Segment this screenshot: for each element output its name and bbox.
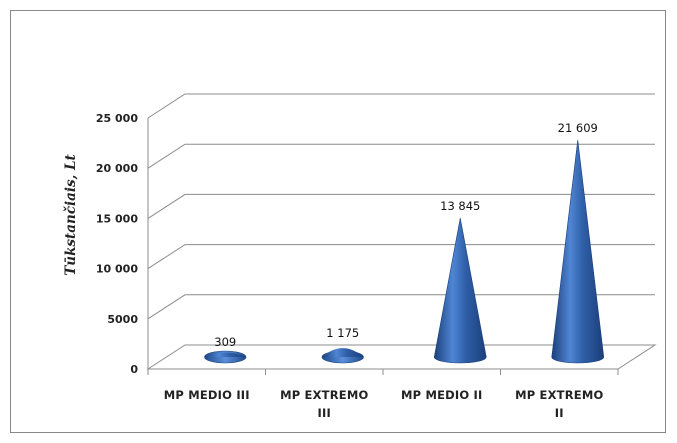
x-category-label: MP EXTREMO — [515, 388, 603, 402]
y-tick-label: 20 000 — [96, 162, 138, 175]
x-category-label: II — [555, 406, 564, 420]
gridline — [147, 143, 655, 169]
data-label: 21 609 — [558, 121, 598, 135]
gridline — [147, 244, 655, 270]
y-axis-label: Tūkstančiais, Lt — [63, 153, 79, 275]
data-label: 309 — [214, 335, 236, 349]
data-label: 13 845 — [440, 199, 480, 213]
gridline — [147, 294, 655, 320]
cone-body — [204, 352, 247, 357]
cone-bar — [321, 348, 364, 364]
data-label: 1 175 — [326, 326, 359, 340]
y-tick-label: 0 — [130, 363, 138, 376]
cone-bar — [204, 350, 247, 364]
y-tick-label: 25 000 — [96, 112, 138, 125]
y-tick-label: 10 000 — [96, 263, 138, 276]
cone-bar — [433, 217, 487, 364]
cones — [204, 140, 605, 364]
cone-bar — [551, 140, 605, 364]
gridline — [147, 193, 655, 219]
x-category-label: III — [318, 406, 331, 420]
labels: 0 5000 10 000 15 000 20 000 25 000 309 MP MEDIO… — [96, 112, 603, 420]
gridline — [147, 93, 655, 119]
x-category-label: MP EXTREMO — [280, 388, 368, 402]
cone-body — [433, 217, 487, 364]
x-category-label: MP MEDIO II — [401, 388, 483, 402]
x-category-label: MP MEDIO III — [164, 388, 250, 402]
gridlines — [147, 93, 655, 320]
axes — [146, 118, 657, 375]
chart-floor — [146, 344, 657, 370]
y-tick-label: 5000 — [107, 313, 138, 326]
cone-body — [551, 140, 605, 364]
cone-body — [321, 348, 364, 357]
y-tick-label: 15 000 — [96, 212, 138, 225]
